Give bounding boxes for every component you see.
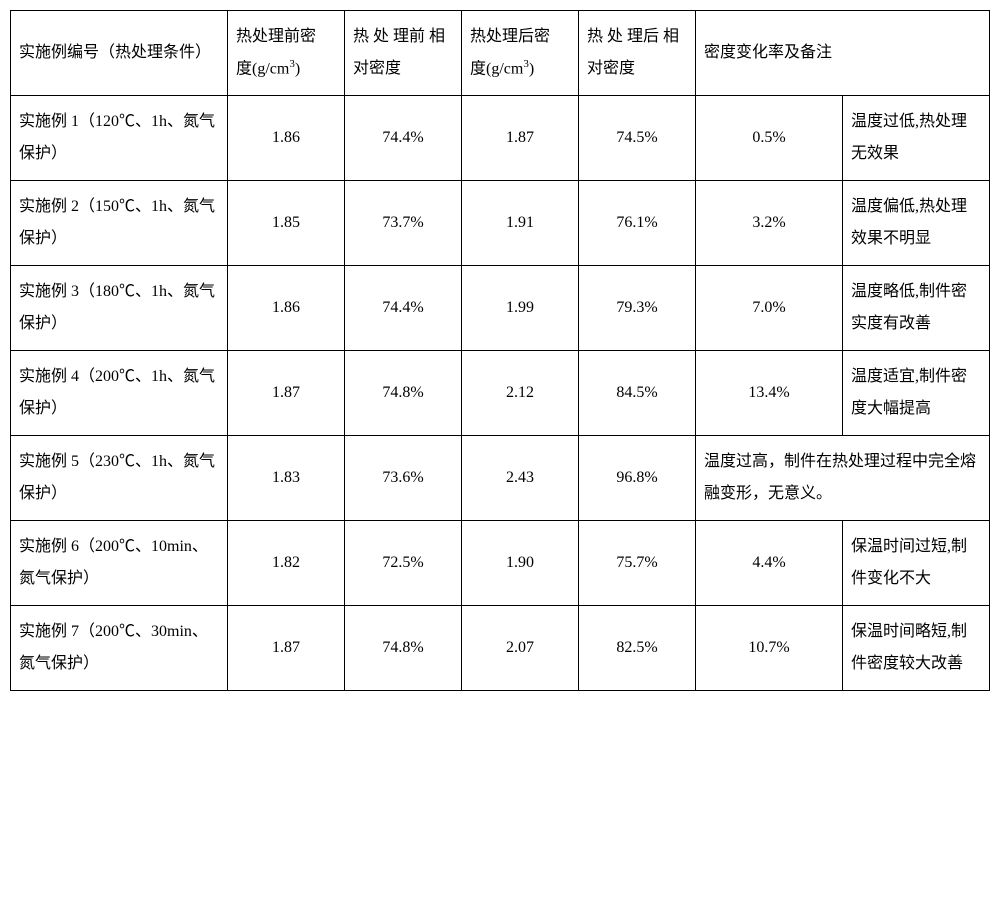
table-body: 实施例编号（热处理条件）热处理前密 度(g/cm3)热 处 理前 相 对密度热处… — [11, 11, 990, 691]
cell-relative-density-before: 73.7% — [345, 181, 462, 266]
cell-conditions: 实施例 5（230℃、1h、氮气保护） — [11, 436, 228, 521]
header-cell-density-after: 热处理后密 度(g/cm3) — [462, 11, 579, 96]
cell-density-before: 1.82 — [228, 521, 345, 606]
data-table: 实施例编号（热处理条件）热处理前密 度(g/cm3)热 处 理前 相 对密度热处… — [10, 10, 990, 691]
cell-change-rate: 7.0% — [696, 266, 843, 351]
cell-relative-density-before: 74.8% — [345, 606, 462, 691]
cell-change-rate: 10.7% — [696, 606, 843, 691]
cell-density-before: 1.86 — [228, 96, 345, 181]
cell-density-after: 2.07 — [462, 606, 579, 691]
cell-notes-merged: 温度过高，制件在热处理过程中完全熔融变形，无意义。 — [696, 436, 990, 521]
cell-density-after: 2.43 — [462, 436, 579, 521]
cell-density-before: 1.86 — [228, 266, 345, 351]
cell-density-before: 1.83 — [228, 436, 345, 521]
cell-density-after: 1.99 — [462, 266, 579, 351]
cell-density-before: 1.87 — [228, 351, 345, 436]
cell-change-rate: 0.5% — [696, 96, 843, 181]
table-row: 实施例 3（180℃、1h、氮气保护）1.8674.4%1.9979.3%7.0… — [11, 266, 990, 351]
header-cell-conditions: 实施例编号（热处理条件） — [11, 11, 228, 96]
header-cell-density-before: 热处理前密 度(g/cm3) — [228, 11, 345, 96]
cell-density-after: 2.12 — [462, 351, 579, 436]
cell-notes: 温度过低,热处理无效果 — [843, 96, 990, 181]
cell-conditions: 实施例 6（200℃、10min、氮气保护） — [11, 521, 228, 606]
cell-density-before: 1.87 — [228, 606, 345, 691]
cell-conditions: 实施例 1（120℃、1h、氮气保护） — [11, 96, 228, 181]
table-row: 实施例 1（120℃、1h、氮气保护）1.8674.4%1.8774.5%0.5… — [11, 96, 990, 181]
cell-relative-density-after: 76.1% — [579, 181, 696, 266]
cell-change-rate: 3.2% — [696, 181, 843, 266]
table-row: 实施例 6（200℃、10min、氮气保护）1.8272.5%1.9075.7%… — [11, 521, 990, 606]
cell-relative-density-after: 79.3% — [579, 266, 696, 351]
cell-density-before: 1.85 — [228, 181, 345, 266]
cell-relative-density-after: 96.8% — [579, 436, 696, 521]
cell-notes: 温度适宜,制件密度大幅提高 — [843, 351, 990, 436]
table-row: 实施例 2（150℃、1h、氮气保护）1.8573.7%1.9176.1%3.2… — [11, 181, 990, 266]
header-cell-change-rate-notes: 密度变化率及备注 — [696, 11, 990, 96]
cell-change-rate: 4.4% — [696, 521, 843, 606]
cell-density-after: 1.87 — [462, 96, 579, 181]
cell-relative-density-after: 84.5% — [579, 351, 696, 436]
cell-relative-density-after: 75.7% — [579, 521, 696, 606]
cell-relative-density-after: 82.5% — [579, 606, 696, 691]
cell-relative-density-before: 74.4% — [345, 266, 462, 351]
header-cell-relative-density-before: 热 处 理前 相 对密度 — [345, 11, 462, 96]
table-header-row: 实施例编号（热处理条件）热处理前密 度(g/cm3)热 处 理前 相 对密度热处… — [11, 11, 990, 96]
cell-conditions: 实施例 3（180℃、1h、氮气保护） — [11, 266, 228, 351]
cell-notes: 温度偏低,热处理效果不明显 — [843, 181, 990, 266]
header-cell-relative-density-after: 热 处 理后 相 对密度 — [579, 11, 696, 96]
cell-density-after: 1.91 — [462, 181, 579, 266]
cell-conditions: 实施例 7（200℃、30min、氮气保护） — [11, 606, 228, 691]
cell-conditions: 实施例 2（150℃、1h、氮气保护） — [11, 181, 228, 266]
cell-conditions: 实施例 4（200℃、1h、氮气保护） — [11, 351, 228, 436]
cell-density-after: 1.90 — [462, 521, 579, 606]
cell-change-rate: 13.4% — [696, 351, 843, 436]
cell-relative-density-before: 72.5% — [345, 521, 462, 606]
table-row: 实施例 5（230℃、1h、氮气保护）1.8373.6%2.4396.8%温度过… — [11, 436, 990, 521]
cell-relative-density-after: 74.5% — [579, 96, 696, 181]
cell-notes: 保温时间过短,制件变化不大 — [843, 521, 990, 606]
cell-notes: 温度略低,制件密实度有改善 — [843, 266, 990, 351]
table-row: 实施例 4（200℃、1h、氮气保护）1.8774.8%2.1284.5%13.… — [11, 351, 990, 436]
cell-relative-density-before: 73.6% — [345, 436, 462, 521]
table-row: 实施例 7（200℃、30min、氮气保护）1.8774.8%2.0782.5%… — [11, 606, 990, 691]
cell-relative-density-before: 74.8% — [345, 351, 462, 436]
cell-notes: 保温时间略短,制件密度较大改善 — [843, 606, 990, 691]
cell-relative-density-before: 74.4% — [345, 96, 462, 181]
